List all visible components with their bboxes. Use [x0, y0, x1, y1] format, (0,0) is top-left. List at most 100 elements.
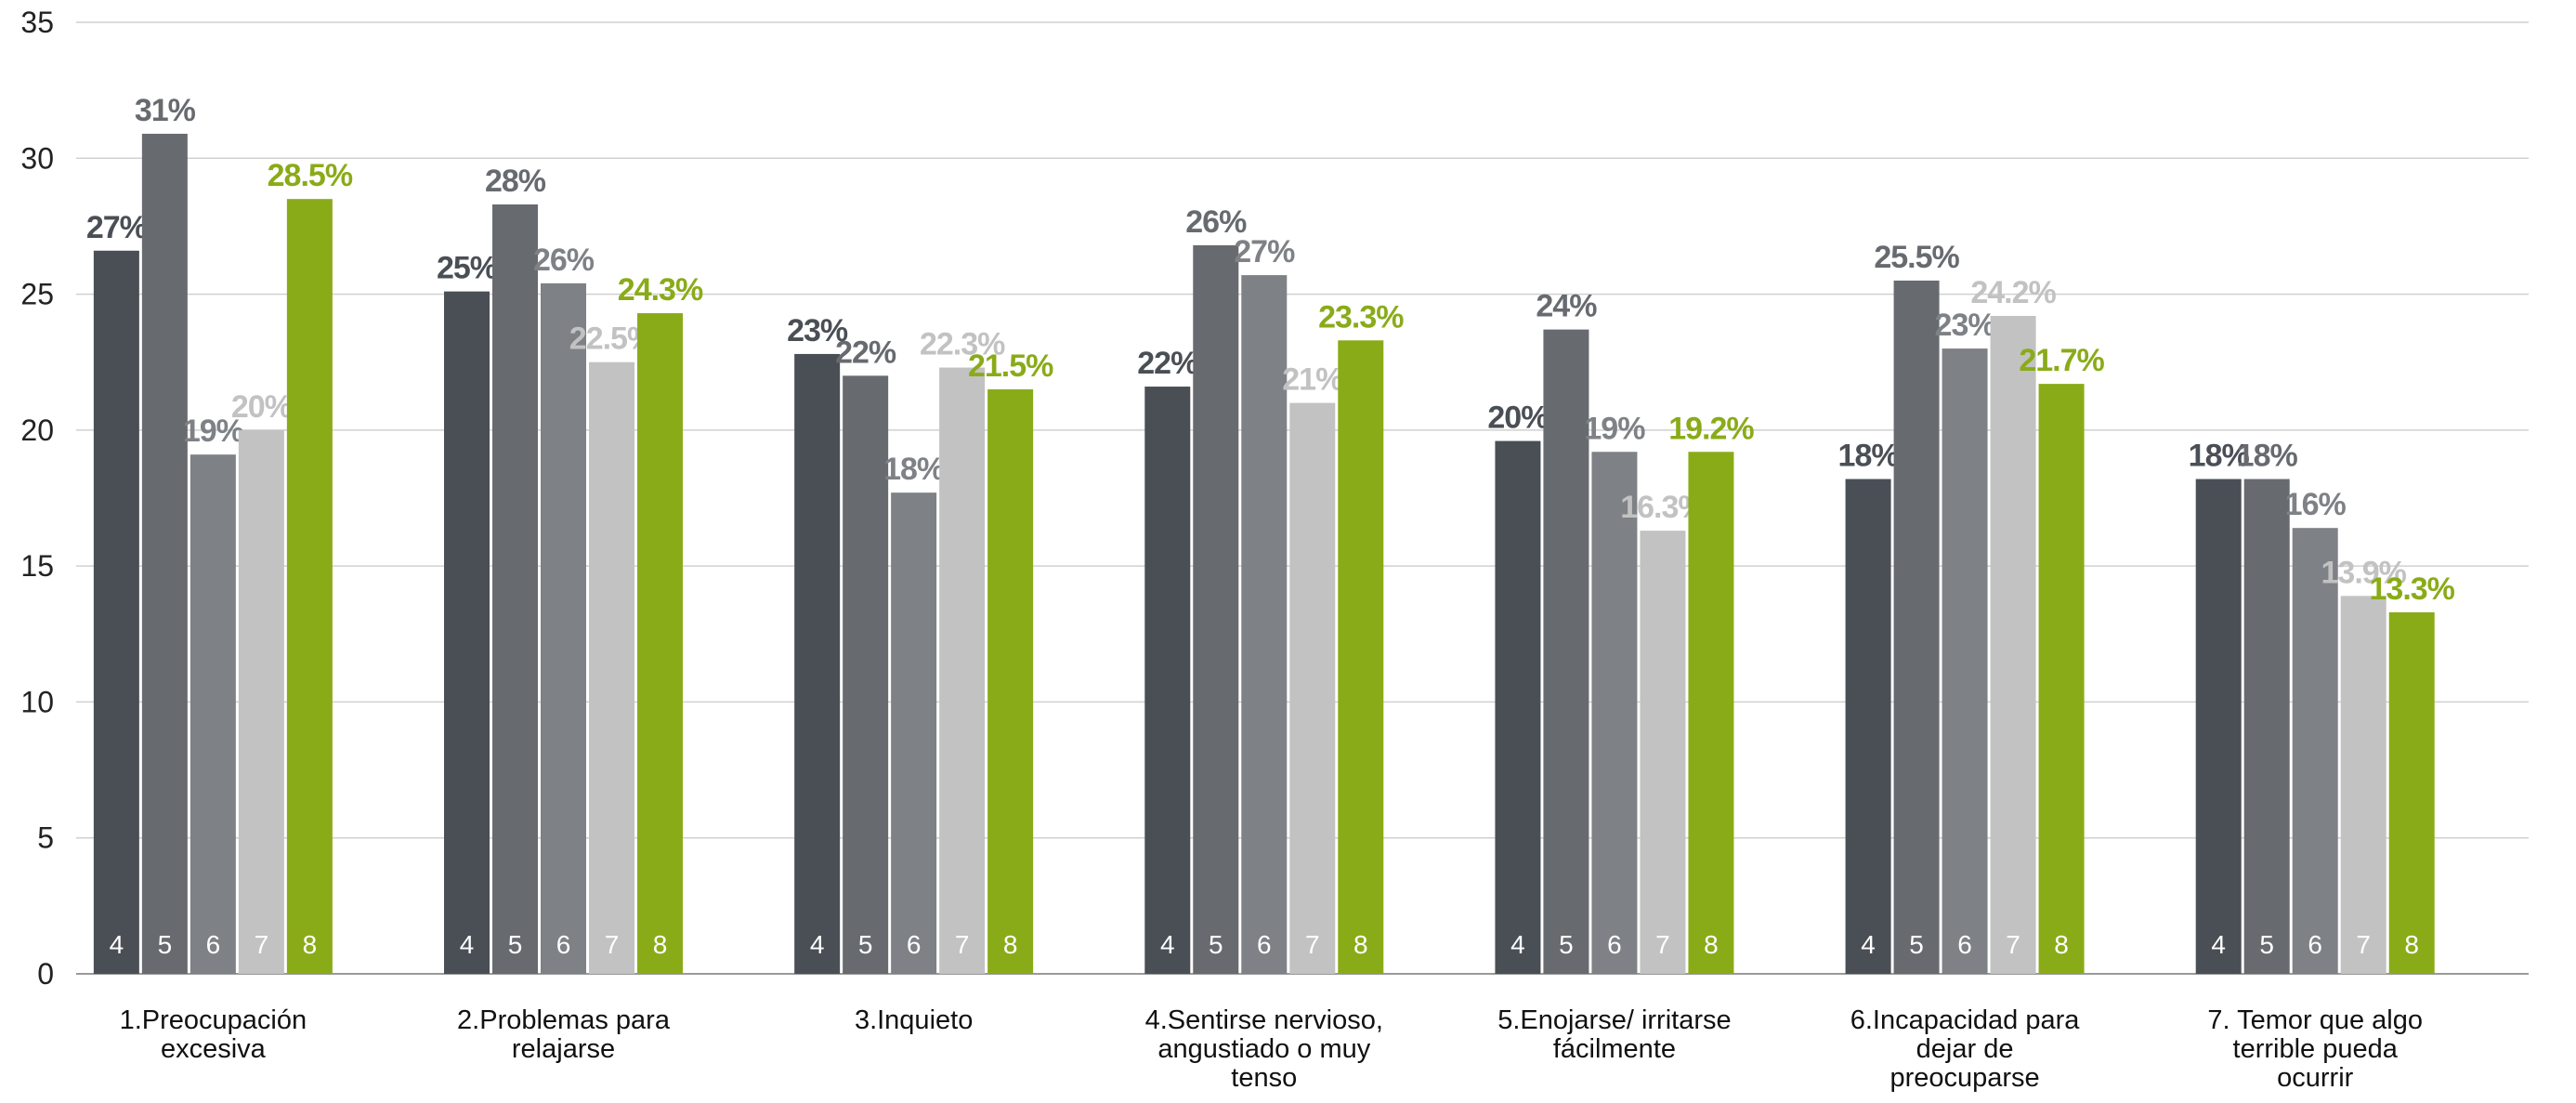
- bar-series-label: 4: [1510, 930, 1525, 959]
- bar-series-label: 7: [1305, 930, 1320, 959]
- data-label: 16%: [2285, 487, 2347, 522]
- bar: [190, 454, 236, 974]
- bar-series-label: 8: [653, 930, 668, 959]
- data-label: 13.3%: [2370, 571, 2455, 607]
- y-tick-label: 30: [20, 141, 54, 175]
- bar-series-label: 8: [1353, 930, 1368, 959]
- bar-series-label: 7: [1655, 930, 1670, 959]
- bar: [2038, 384, 2085, 974]
- bar-series-label: 5: [1559, 930, 1574, 959]
- data-label: 24%: [1536, 289, 1597, 324]
- data-label: 18%: [883, 452, 945, 487]
- data-label: 18%: [2189, 439, 2250, 474]
- bar-series-label: 5: [1909, 930, 1924, 959]
- bar: [1289, 402, 1336, 975]
- y-tick-label: 35: [20, 6, 54, 39]
- bar: [1990, 315, 2036, 974]
- bar: [1688, 452, 1734, 975]
- data-label: 18%: [2237, 439, 2298, 474]
- data-label: 31%: [135, 93, 196, 128]
- data-label: 25%: [437, 251, 498, 286]
- bar: [1193, 244, 1239, 974]
- bar-series-label: 8: [1003, 930, 1018, 959]
- bar: [1495, 440, 1541, 974]
- y-axis: 0 5 10 15 20 25 30 35: [20, 6, 54, 991]
- bar: [1591, 452, 1638, 975]
- category-label: 7. Temor que algo: [2207, 1005, 2423, 1035]
- bar: [541, 282, 586, 975]
- y-tick-label: 25: [20, 278, 54, 311]
- bar: [2243, 479, 2290, 974]
- bar-series-label: 5: [508, 930, 523, 959]
- data-label: 21.5%: [968, 348, 1053, 384]
- category-label: tenso: [1231, 1063, 1297, 1093]
- bar: [286, 199, 333, 974]
- bar-series-label: 4: [460, 930, 475, 959]
- bar-series-label: 4: [810, 930, 825, 959]
- data-label: 27%: [1234, 234, 1295, 269]
- data-label: 19.2%: [1668, 411, 1754, 446]
- bar: [843, 375, 889, 974]
- category-label: fácilmente: [1553, 1034, 1676, 1064]
- bar: [1893, 280, 1940, 974]
- data-label: 22%: [835, 335, 896, 370]
- bar: [2340, 596, 2386, 974]
- bar-series-label: 7: [255, 930, 269, 959]
- bar-series-label: 6: [907, 930, 922, 959]
- bar: [794, 353, 841, 974]
- category-label: excesiva: [161, 1034, 267, 1064]
- data-label: 13.9%: [2321, 555, 2407, 590]
- category-label: dejar de: [1916, 1034, 2014, 1064]
- bar: [589, 361, 634, 974]
- data-label: 22.3%: [920, 327, 1005, 362]
- y-tick-label: 5: [37, 821, 54, 855]
- y-tick-label: 0: [37, 957, 54, 991]
- bar: [939, 367, 986, 975]
- bar-series-label: 4: [1160, 930, 1175, 959]
- bar-series-label: 6: [556, 930, 571, 959]
- y-tick-label: 20: [20, 414, 54, 447]
- data-label: 20%: [1487, 400, 1549, 436]
- category-label: 5.Enojarse/ irritarse: [1497, 1005, 1731, 1035]
- bar: [1845, 479, 1891, 974]
- bar: [987, 388, 1034, 974]
- bar-series-label: 6: [1607, 930, 1622, 959]
- bar-series-label: 4: [1861, 930, 1876, 959]
- bar: [1640, 531, 1686, 974]
- bar: [444, 291, 490, 974]
- category-label: ocurrir: [2277, 1063, 2354, 1093]
- bar-series-label: 6: [2308, 930, 2322, 959]
- bar-series-label: 6: [1957, 930, 1972, 959]
- y-tick-label: 15: [20, 549, 54, 583]
- bar-series-label: 8: [303, 930, 318, 959]
- y-tick-label: 10: [20, 685, 54, 718]
- bar-series-label: 8: [2054, 930, 2069, 959]
- bar-series-label: 5: [158, 930, 173, 959]
- data-label: 22%: [1137, 346, 1198, 381]
- bar-series-label: 5: [858, 930, 873, 959]
- bar: [1338, 340, 1384, 974]
- data-label: 27%: [86, 210, 148, 245]
- category-label: 1.Preocupación: [120, 1005, 307, 1035]
- bar: [1942, 348, 1988, 975]
- data-label: 23%: [1935, 308, 1996, 343]
- data-label: 23.3%: [1318, 299, 1404, 335]
- category-label: 4.Sentirse nervioso,: [1145, 1005, 1383, 1035]
- bar: [93, 250, 139, 974]
- data-label: 28%: [485, 164, 546, 199]
- bar-series-label: 7: [605, 930, 620, 959]
- bar-series-label: 7: [955, 930, 970, 959]
- bar: [2195, 479, 2242, 974]
- bar: [492, 204, 538, 975]
- data-label: 19%: [183, 414, 244, 449]
- bar: [238, 429, 284, 974]
- category-label: 6.Incapacidad para: [1850, 1005, 2081, 1035]
- bar-series-label: 6: [1257, 930, 1272, 959]
- bar: [1241, 275, 1288, 974]
- data-label: 18%: [1838, 439, 1900, 474]
- data-label: 24.2%: [1970, 275, 2056, 310]
- data-label: 26%: [533, 243, 595, 278]
- bar-series-label: 5: [1209, 930, 1223, 959]
